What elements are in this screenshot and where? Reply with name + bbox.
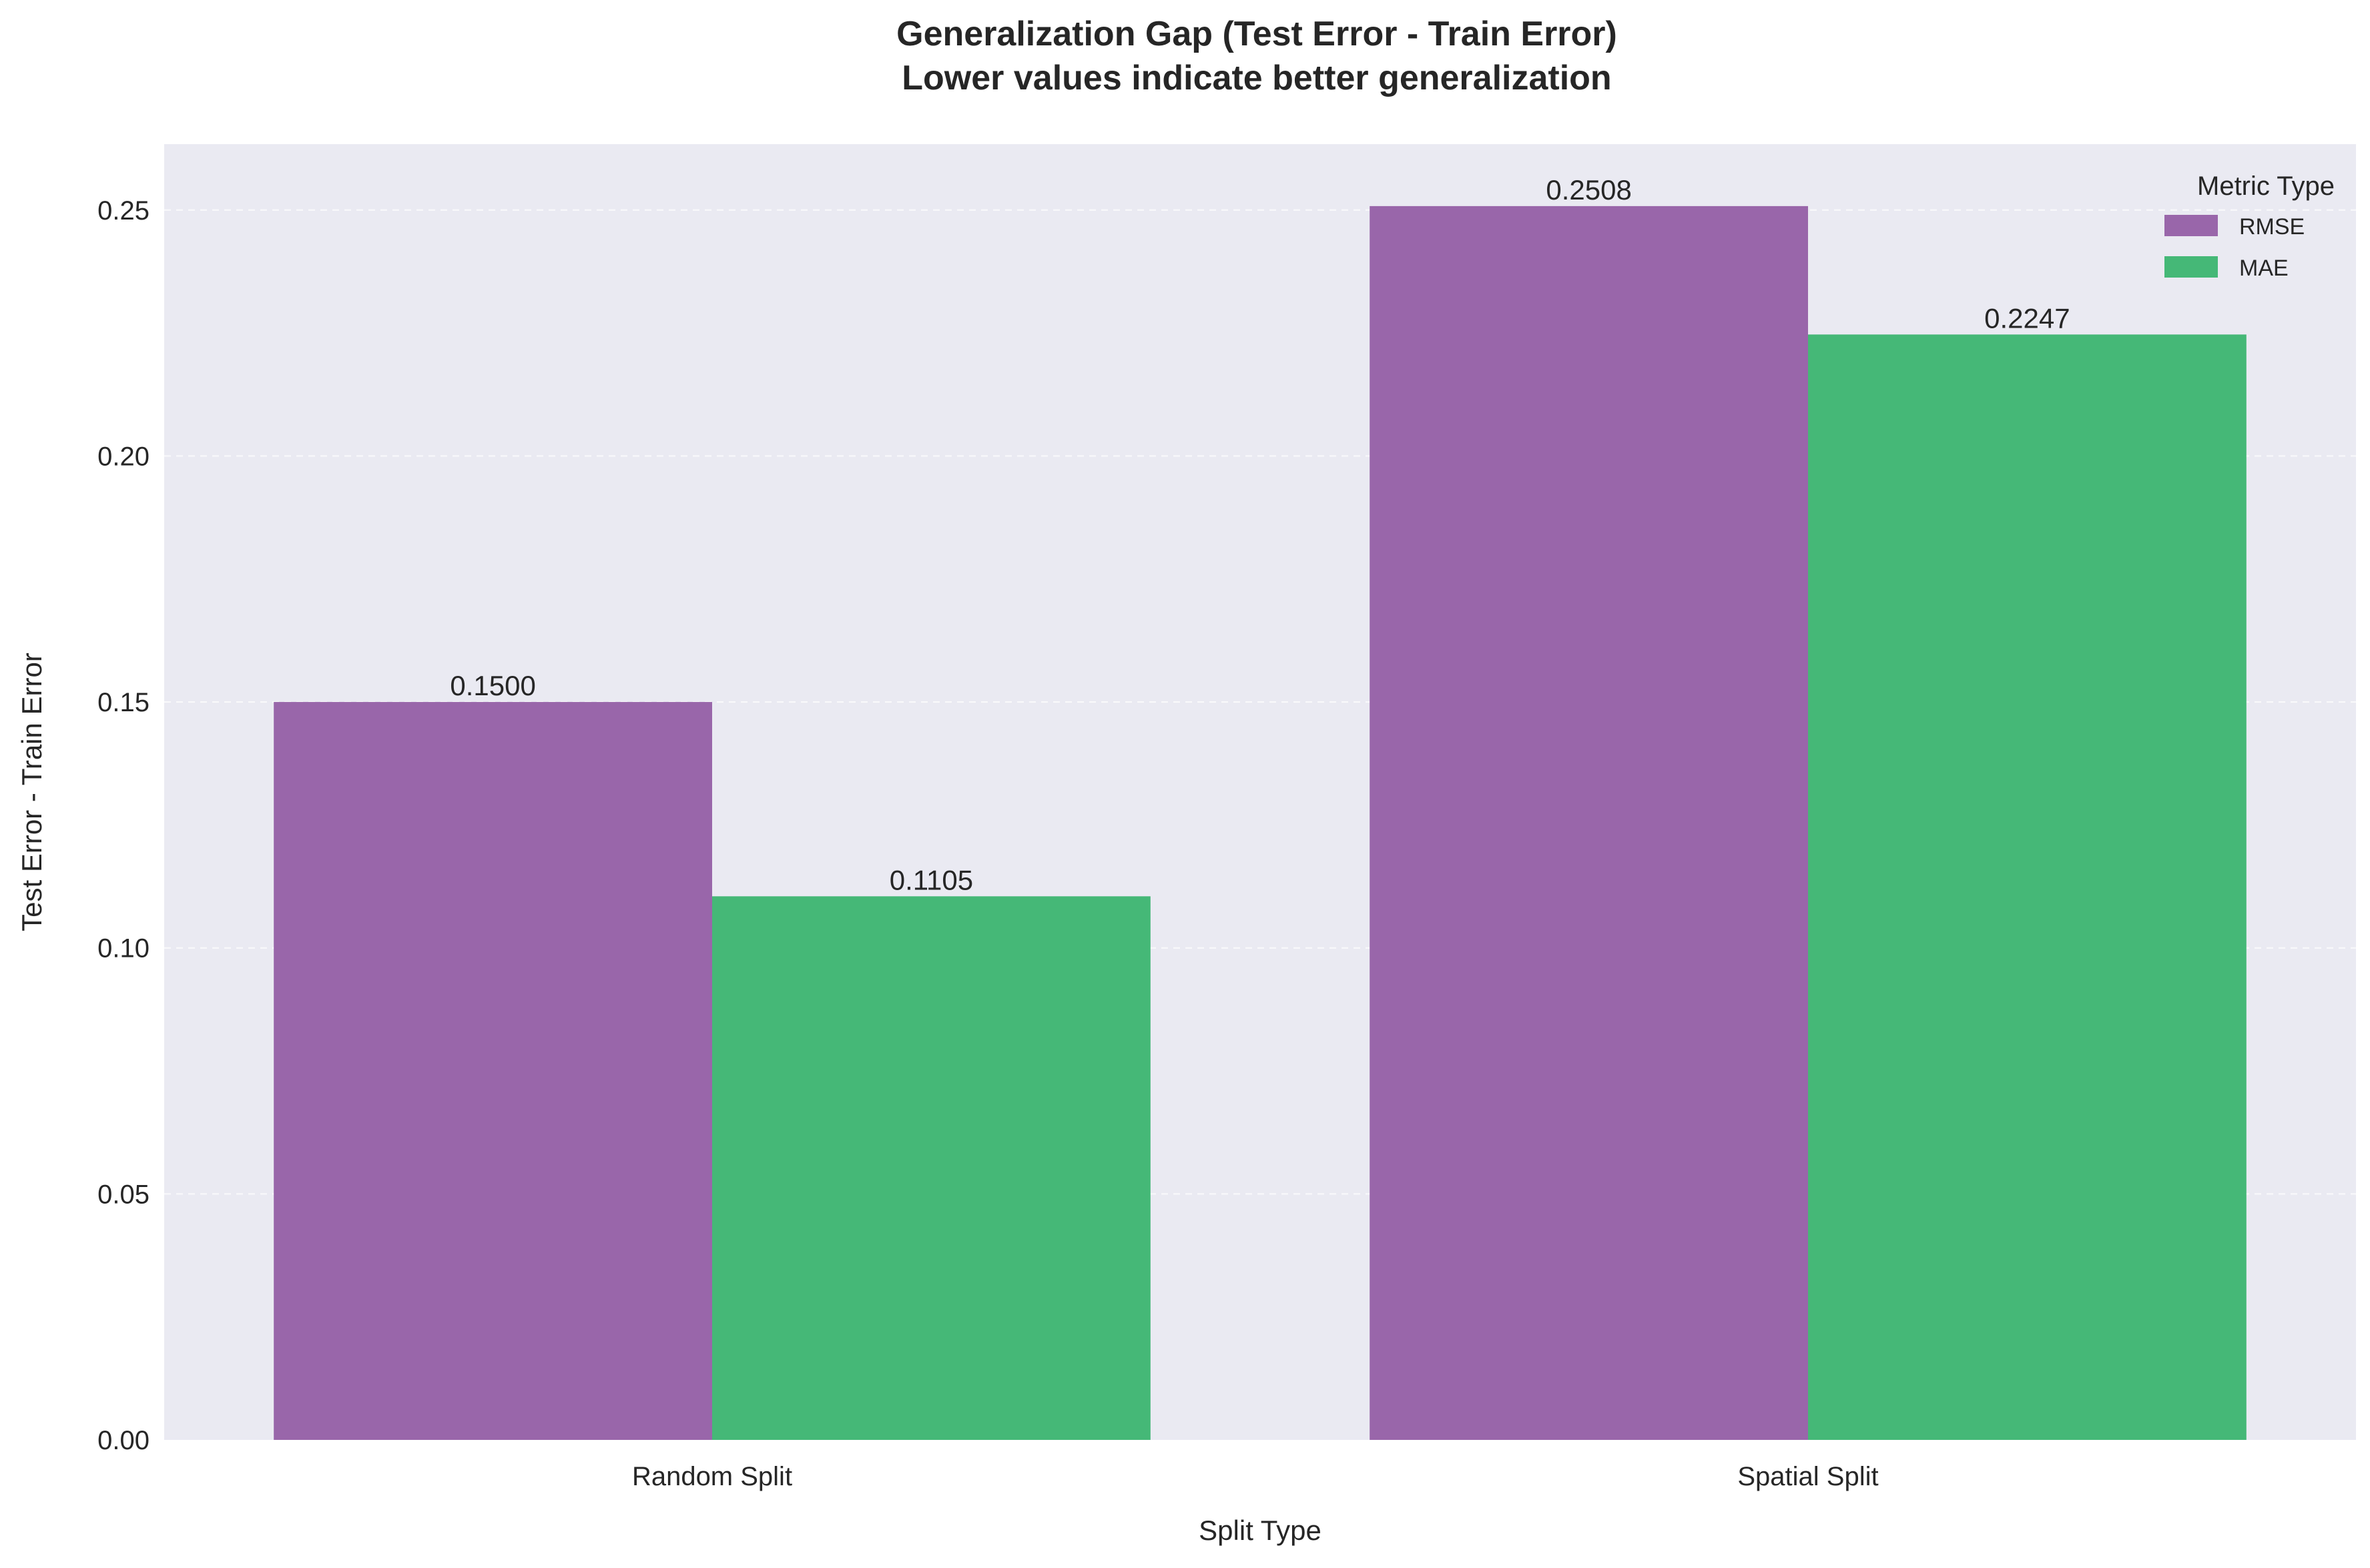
y-axis-ticks: 0.00 0.05 0.10 0.15 0.20 0.25 — [97, 196, 150, 1455]
x-tick-label: Random Split — [632, 1462, 792, 1491]
x-axis-label: Split Type — [1199, 1515, 1321, 1546]
bar-rmse — [274, 702, 712, 1440]
legend-label-rmse: RMSE — [2239, 214, 2305, 240]
legend: Metric Type RMSE MAE — [2164, 171, 2335, 281]
y-tick-label: 0.10 — [97, 934, 150, 963]
legend-swatch-rmse — [2164, 215, 2218, 236]
y-axis-label: Test Error - Train Error — [16, 653, 47, 931]
bars — [274, 206, 2247, 1441]
y-tick-label: 0.15 — [97, 688, 150, 717]
legend-title: Metric Type — [2197, 171, 2335, 201]
data-labels: 0.1500 0.1105 0.2508 0.2247 — [450, 174, 2070, 895]
bar-rmse — [1370, 206, 1808, 1441]
y-tick-label: 0.20 — [97, 442, 150, 471]
data-label-rmse: 0.2508 — [1546, 174, 1631, 206]
chart-title-line-2: Lower values indicate better generalizat… — [902, 59, 1611, 97]
bar-mae — [1808, 334, 2247, 1441]
legend-label-mae: MAE — [2239, 256, 2289, 281]
y-tick-label: 0.05 — [97, 1180, 150, 1209]
y-tick-label: 0.00 — [97, 1426, 150, 1455]
x-axis-ticks: Random Split Spatial Split — [632, 1462, 1879, 1491]
bar-mae — [712, 896, 1151, 1440]
data-label-rmse: 0.1500 — [450, 670, 535, 701]
y-tick-label: 0.25 — [97, 196, 150, 226]
chart-title-line-1: Generalization Gap (Test Error - Train E… — [896, 15, 1617, 53]
x-tick-label: Spatial Split — [1737, 1462, 1878, 1491]
data-label-mae: 0.2247 — [1984, 302, 2070, 334]
data-label-mae: 0.1105 — [890, 864, 973, 895]
legend-swatch-mae — [2164, 256, 2218, 278]
